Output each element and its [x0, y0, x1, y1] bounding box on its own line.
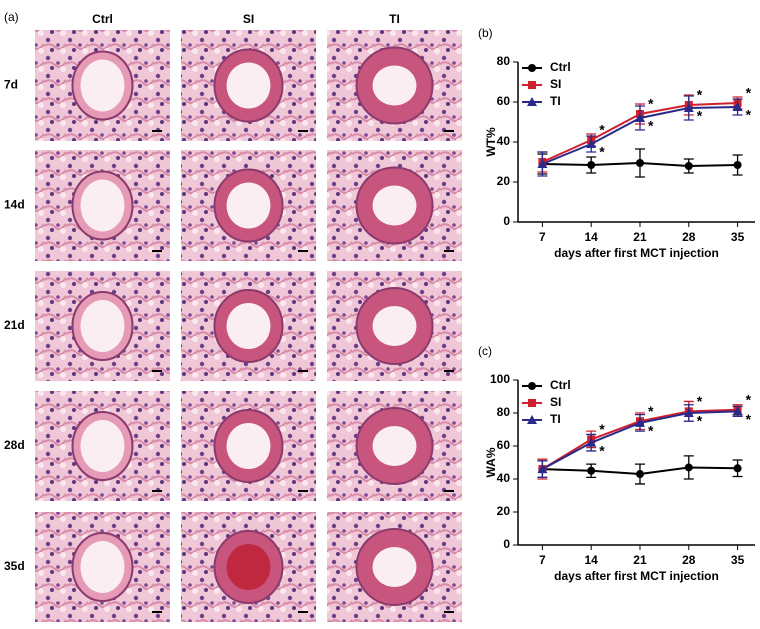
significance-marker: * — [697, 87, 703, 103]
vessel-lumen — [226, 303, 271, 349]
significance-marker: * — [648, 118, 654, 134]
x-tick-label: 21 — [633, 553, 647, 567]
point — [634, 417, 645, 427]
x-tick-label: 28 — [682, 230, 696, 244]
vessel-lumen — [80, 300, 125, 352]
vessel-lumen — [226, 544, 271, 590]
point — [733, 464, 742, 473]
y-axis-label: WT% — [484, 127, 498, 157]
vessel-lumen — [372, 306, 417, 346]
legend-marker — [527, 415, 537, 424]
point — [683, 103, 694, 112]
legend-marker — [528, 399, 536, 407]
vessel-lumen — [372, 185, 417, 226]
vessel-lumen — [80, 59, 125, 112]
point — [586, 139, 597, 148]
row-label: 21d — [4, 318, 25, 332]
legend-marker — [528, 81, 536, 89]
point — [684, 463, 693, 472]
y-tick-label: 80 — [497, 405, 511, 419]
row-label: 28d — [4, 438, 25, 452]
significance-marker: * — [599, 144, 605, 160]
column-label: SI — [243, 12, 254, 26]
panel-label: (b) — [478, 26, 493, 40]
legend-marker — [527, 97, 537, 106]
y-tick-label: 80 — [497, 54, 511, 68]
x-tick-label: 7 — [539, 230, 546, 244]
significance-marker: * — [746, 107, 752, 123]
y-tick-label: 40 — [497, 134, 511, 148]
y-tick-label: 100 — [490, 372, 510, 386]
point — [732, 406, 743, 416]
point — [635, 470, 644, 479]
legend-marker — [528, 64, 536, 72]
significance-marker: * — [746, 411, 752, 427]
significance-marker: * — [697, 108, 703, 124]
significance-marker: * — [697, 413, 703, 429]
y-tick-label: 60 — [497, 438, 511, 452]
point — [733, 161, 742, 169]
panel-label: (c) — [478, 344, 492, 358]
significance-marker: * — [746, 85, 752, 101]
histology-grid: Ctrl SI TI 7d 14d 21d 28d 35d — [4, 12, 462, 622]
vessel-lumen — [80, 179, 125, 232]
y-tick-label: 0 — [503, 214, 510, 228]
x-tick-label: 21 — [633, 230, 647, 244]
point — [732, 102, 743, 111]
point — [634, 113, 645, 122]
significance-marker: * — [599, 442, 605, 458]
legend-label: TI — [550, 412, 561, 426]
panel-label: (a) — [4, 10, 19, 24]
legend-label: TI — [550, 94, 561, 108]
vessel-lumen — [372, 426, 417, 466]
point — [537, 159, 548, 168]
point — [587, 466, 596, 475]
x-axis-label: days after first MCT injection — [554, 246, 719, 260]
x-tick-label: 28 — [682, 553, 696, 567]
point — [683, 408, 694, 417]
significance-marker: * — [648, 96, 654, 112]
row-label: 7d — [4, 78, 18, 92]
y-tick-label: 40 — [497, 471, 511, 485]
legend-marker — [528, 382, 536, 390]
x-tick-label: 14 — [585, 230, 599, 244]
legend-label: SI — [550, 77, 561, 91]
vessel-lumen — [372, 547, 417, 587]
significance-marker: * — [599, 421, 605, 437]
x-tick-label: 7 — [539, 553, 546, 567]
point — [587, 161, 596, 169]
column-label: TI — [389, 12, 400, 26]
vessel-lumen — [80, 420, 125, 472]
vessel-lumen — [226, 423, 271, 469]
point — [635, 159, 644, 167]
significance-marker: * — [648, 423, 654, 439]
x-axis-label: days after first MCT injection — [554, 569, 719, 583]
column-label: Ctrl — [92, 12, 113, 26]
significance-marker: * — [697, 393, 703, 409]
x-tick-label: 35 — [731, 553, 745, 567]
significance-marker: * — [599, 122, 605, 138]
vessel-lumen — [372, 65, 417, 106]
y-tick-label: 60 — [497, 94, 511, 108]
significance-marker: * — [648, 403, 654, 419]
vessel-lumen — [80, 541, 125, 593]
legend-label: Ctrl — [550, 378, 571, 392]
x-tick-label: 14 — [585, 553, 599, 567]
vessel-lumen — [226, 182, 271, 229]
row-label: 35d — [4, 559, 25, 573]
significance-marker: * — [746, 391, 752, 407]
vessel-lumen — [226, 62, 271, 109]
y-tick-label: 20 — [497, 174, 511, 188]
legend-label: Ctrl — [550, 60, 571, 74]
point — [684, 162, 693, 170]
x-tick-label: 35 — [731, 230, 745, 244]
y-tick-label: 20 — [497, 504, 511, 518]
row-label: 14d — [4, 198, 25, 212]
y-axis-label: WA% — [484, 447, 498, 477]
legend-label: SI — [550, 395, 561, 409]
point — [586, 437, 597, 447]
y-tick-label: 0 — [503, 537, 510, 551]
point — [537, 464, 548, 474]
